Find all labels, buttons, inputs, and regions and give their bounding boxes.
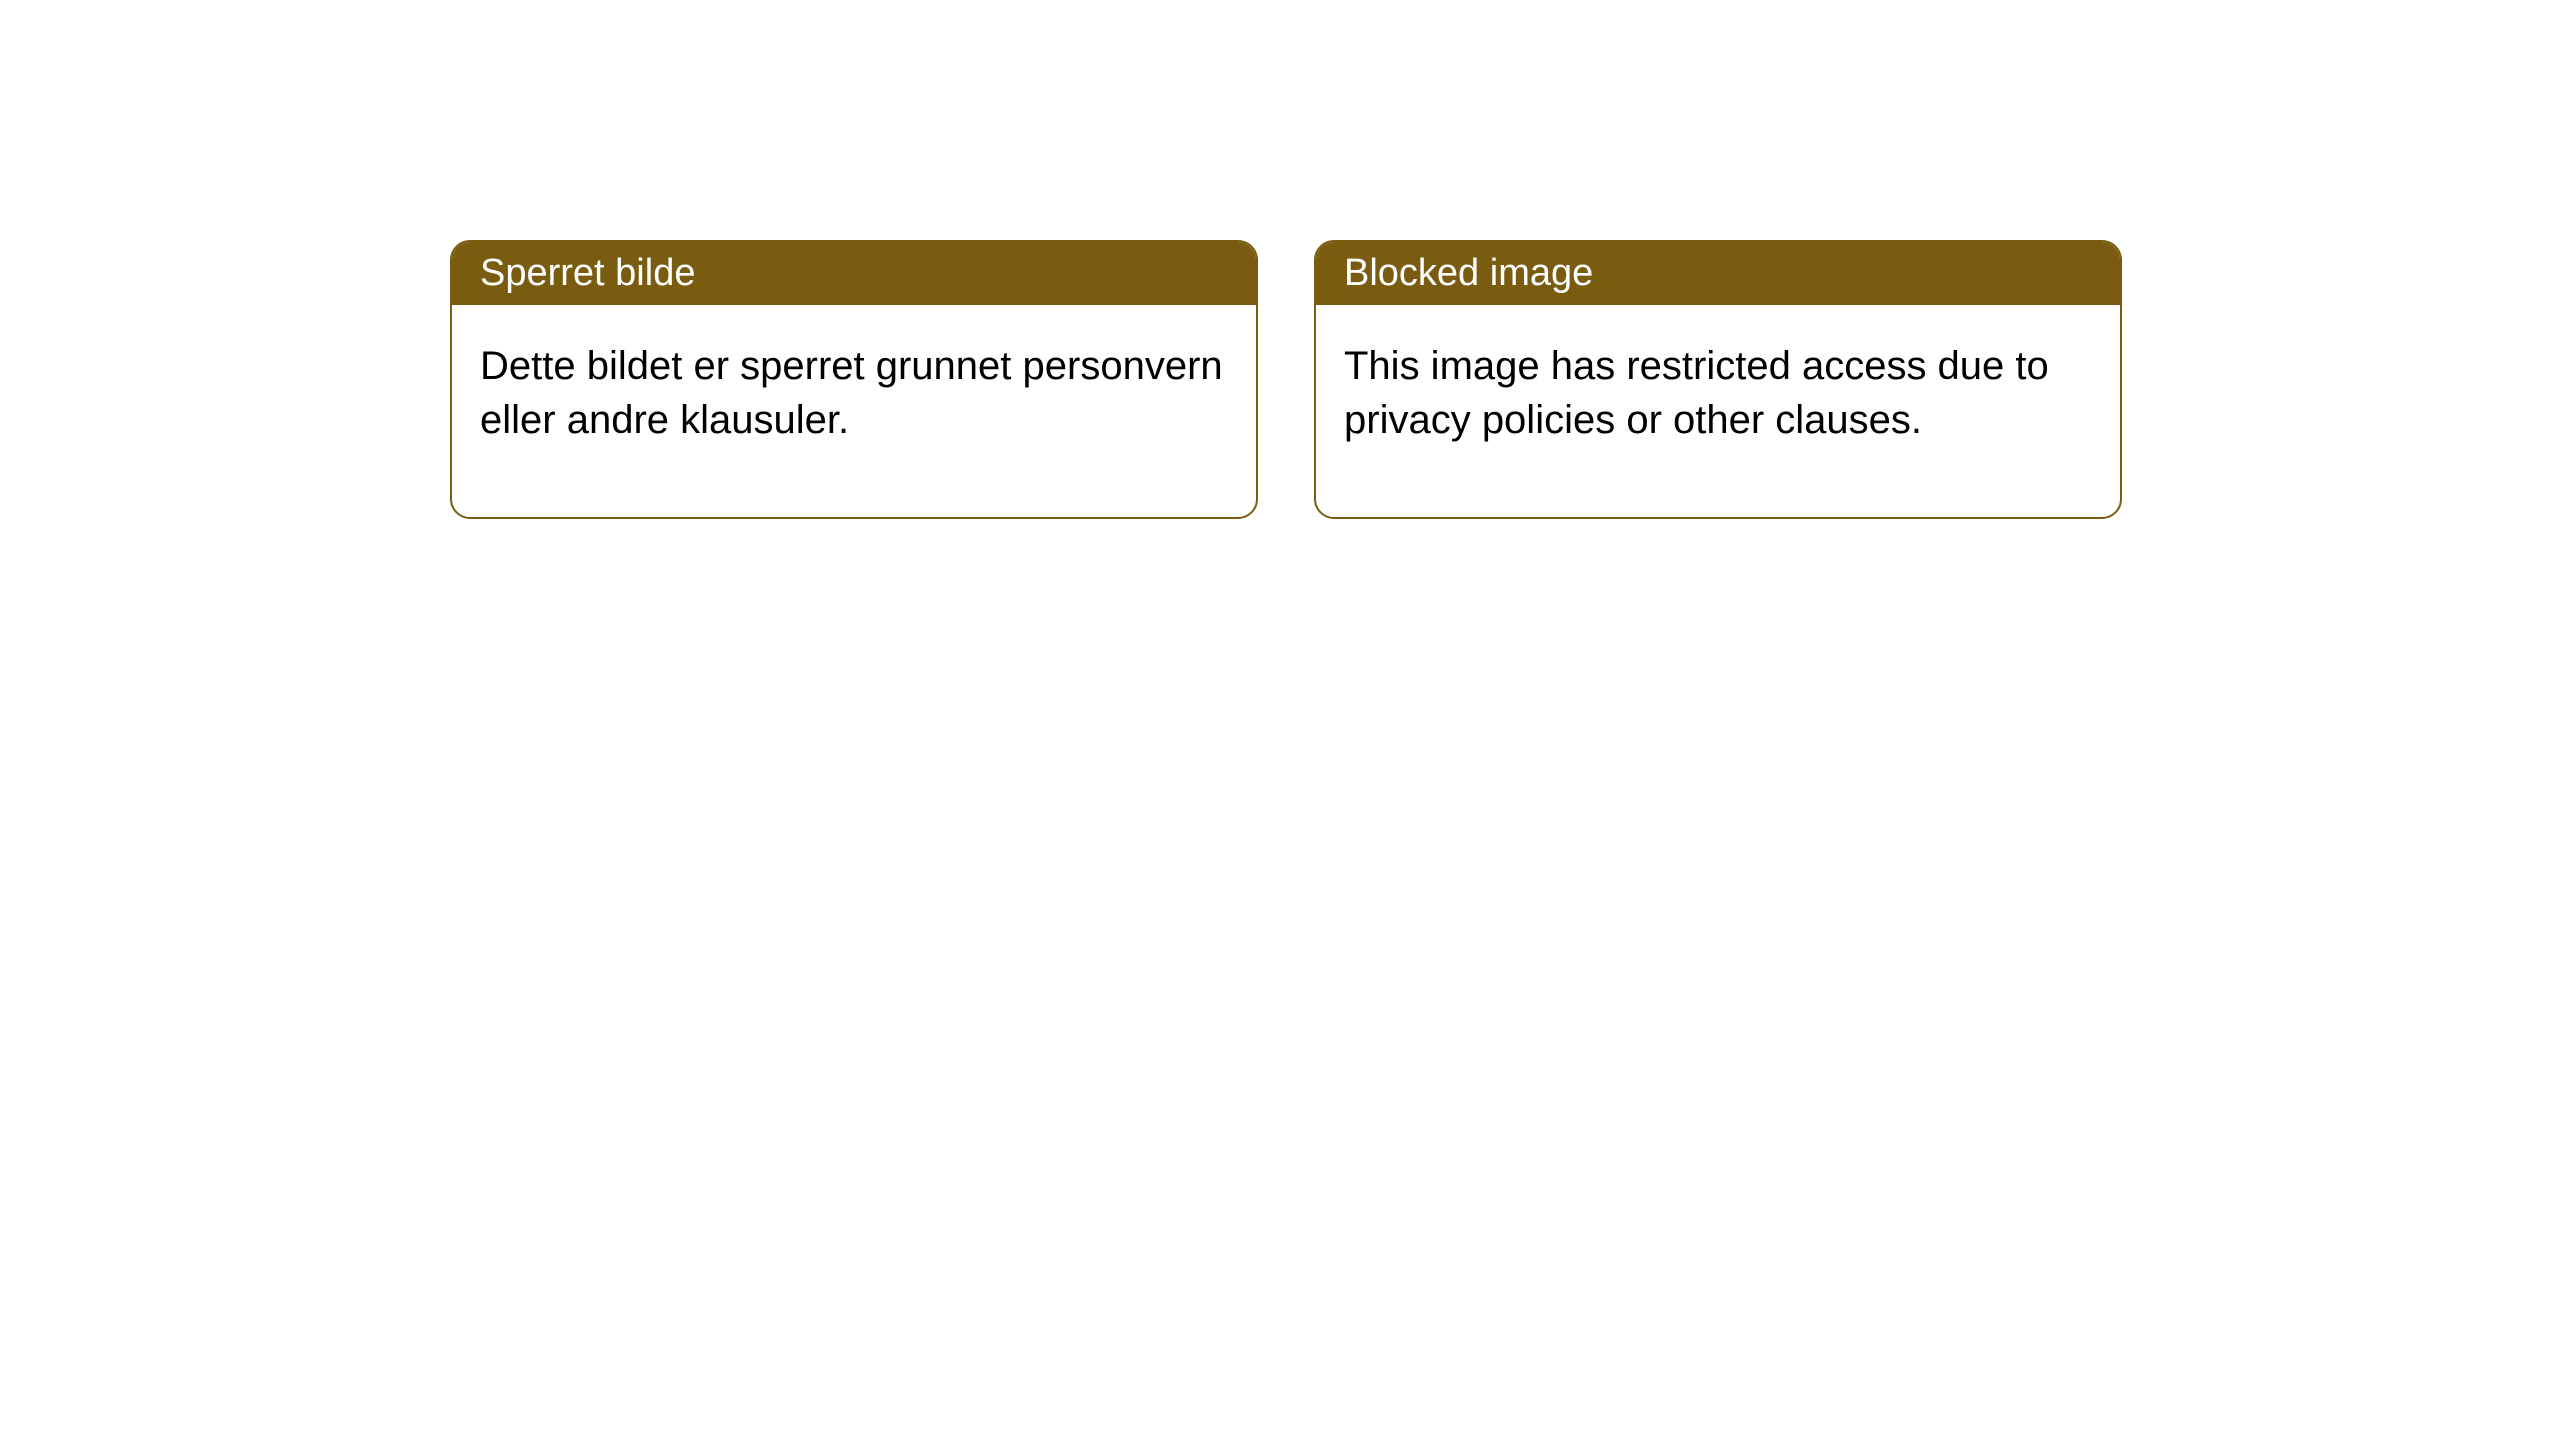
notice-card-norwegian: Sperret bilde Dette bildet er sperret gr… (450, 240, 1258, 519)
notice-header: Sperret bilde (452, 242, 1256, 305)
notice-container: Sperret bilde Dette bildet er sperret gr… (450, 240, 2122, 519)
notice-card-english: Blocked image This image has restricted … (1314, 240, 2122, 519)
notice-body: Dette bildet er sperret grunnet personve… (452, 305, 1256, 517)
notice-header: Blocked image (1316, 242, 2120, 305)
notice-body: This image has restricted access due to … (1316, 305, 2120, 517)
